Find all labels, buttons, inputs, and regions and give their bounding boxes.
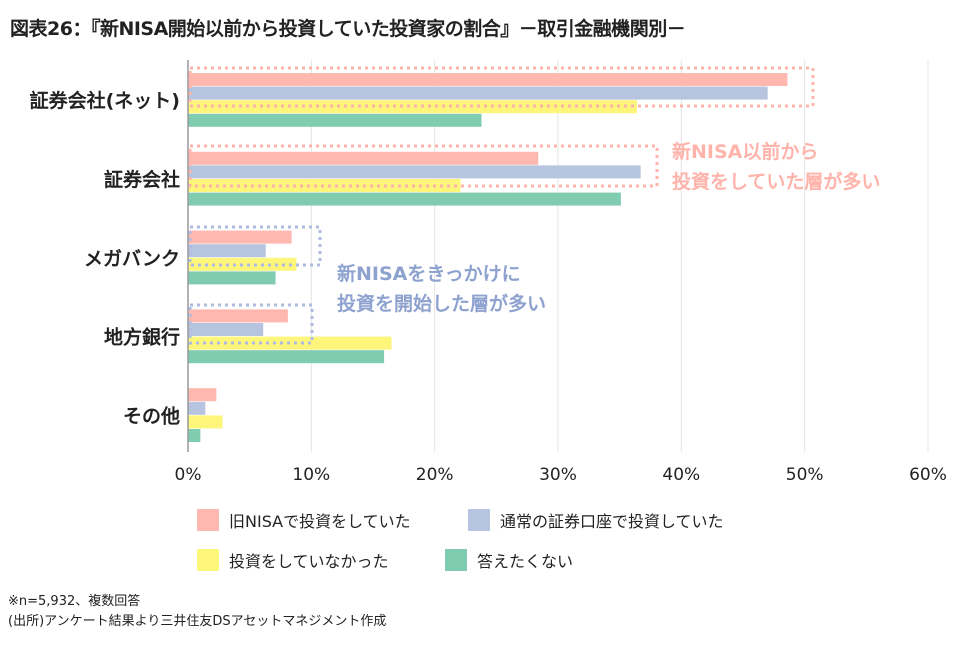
- legend-item: 旧NISAで投資をしていた: [197, 508, 411, 532]
- annotation-pink: 新NISA以前から 投資をしていた層が多い: [672, 137, 880, 197]
- highlight-box: [188, 303, 314, 345]
- legend-item: 投資をしていなかった: [197, 548, 389, 572]
- legend-label: 旧NISAで投資をしていた: [229, 512, 411, 531]
- category-label: 証券会社(ネット): [30, 89, 180, 112]
- bar: [188, 165, 641, 179]
- annotation-blue: 新NISAをきっかけに 投資を開始した層が多い: [337, 259, 546, 319]
- legend-item: 答えたくない: [445, 548, 573, 572]
- bar: [188, 100, 637, 114]
- category-label: その他: [123, 404, 180, 427]
- bar: [188, 388, 217, 402]
- legend-label: 投資をしていなかった: [229, 552, 389, 571]
- legend-swatch: [468, 509, 490, 531]
- bar: [188, 113, 482, 127]
- note-sample: ※n=5,932、複数回答: [8, 594, 141, 609]
- bar: [188, 309, 288, 323]
- annotation-line: 新NISAをきっかけに: [337, 263, 521, 285]
- annotation-line: 投資を開始した層が多い: [337, 293, 547, 315]
- bar: [188, 230, 292, 244]
- category-label: メガバンク: [84, 248, 180, 270]
- bar: [188, 429, 201, 442]
- bar: [188, 271, 276, 285]
- category-label: 証券会社: [104, 168, 180, 191]
- category-label: 地方銀行: [104, 326, 180, 349]
- x-tick-label: 40%: [662, 465, 700, 485]
- bar: [188, 73, 788, 86]
- note-source: (出所)アンケート結果より三井住友DSアセットマネジメント作成: [8, 614, 387, 629]
- x-tick-label: 0%: [175, 465, 202, 485]
- highlight-box: [188, 144, 659, 188]
- legend-label: 通常の証券口座で投資していた: [500, 512, 724, 531]
- x-tick-label: 60%: [909, 465, 947, 485]
- legend-swatch: [445, 549, 467, 571]
- bar: [188, 415, 223, 429]
- annotation-line: 投資をしていた層が多い: [672, 171, 881, 193]
- annotation-line: 新NISA以前から: [672, 141, 819, 163]
- bar: [188, 151, 539, 165]
- legend-swatch: [197, 509, 219, 531]
- x-tick-label: 10%: [292, 465, 330, 485]
- bar: [188, 244, 266, 258]
- bar: [188, 86, 768, 100]
- x-tick-label: 30%: [539, 465, 577, 485]
- legend-swatch: [197, 549, 219, 571]
- highlight-box: [188, 225, 322, 267]
- x-tick-label: 20%: [416, 465, 454, 485]
- bar: [188, 179, 461, 192]
- legend-item: 通常の証券口座で投資していた: [468, 508, 724, 532]
- bar: [188, 192, 621, 206]
- bar: [188, 323, 264, 336]
- bar: [188, 350, 385, 364]
- legend-label: 答えたくない: [477, 552, 574, 571]
- highlight-box: [188, 66, 815, 108]
- chart-title: 図表26：『新NISA開始以前から投資していた投資家の割合』－取引金融機関別－: [10, 18, 686, 40]
- bar: [188, 401, 206, 415]
- x-tick-label: 50%: [786, 465, 824, 485]
